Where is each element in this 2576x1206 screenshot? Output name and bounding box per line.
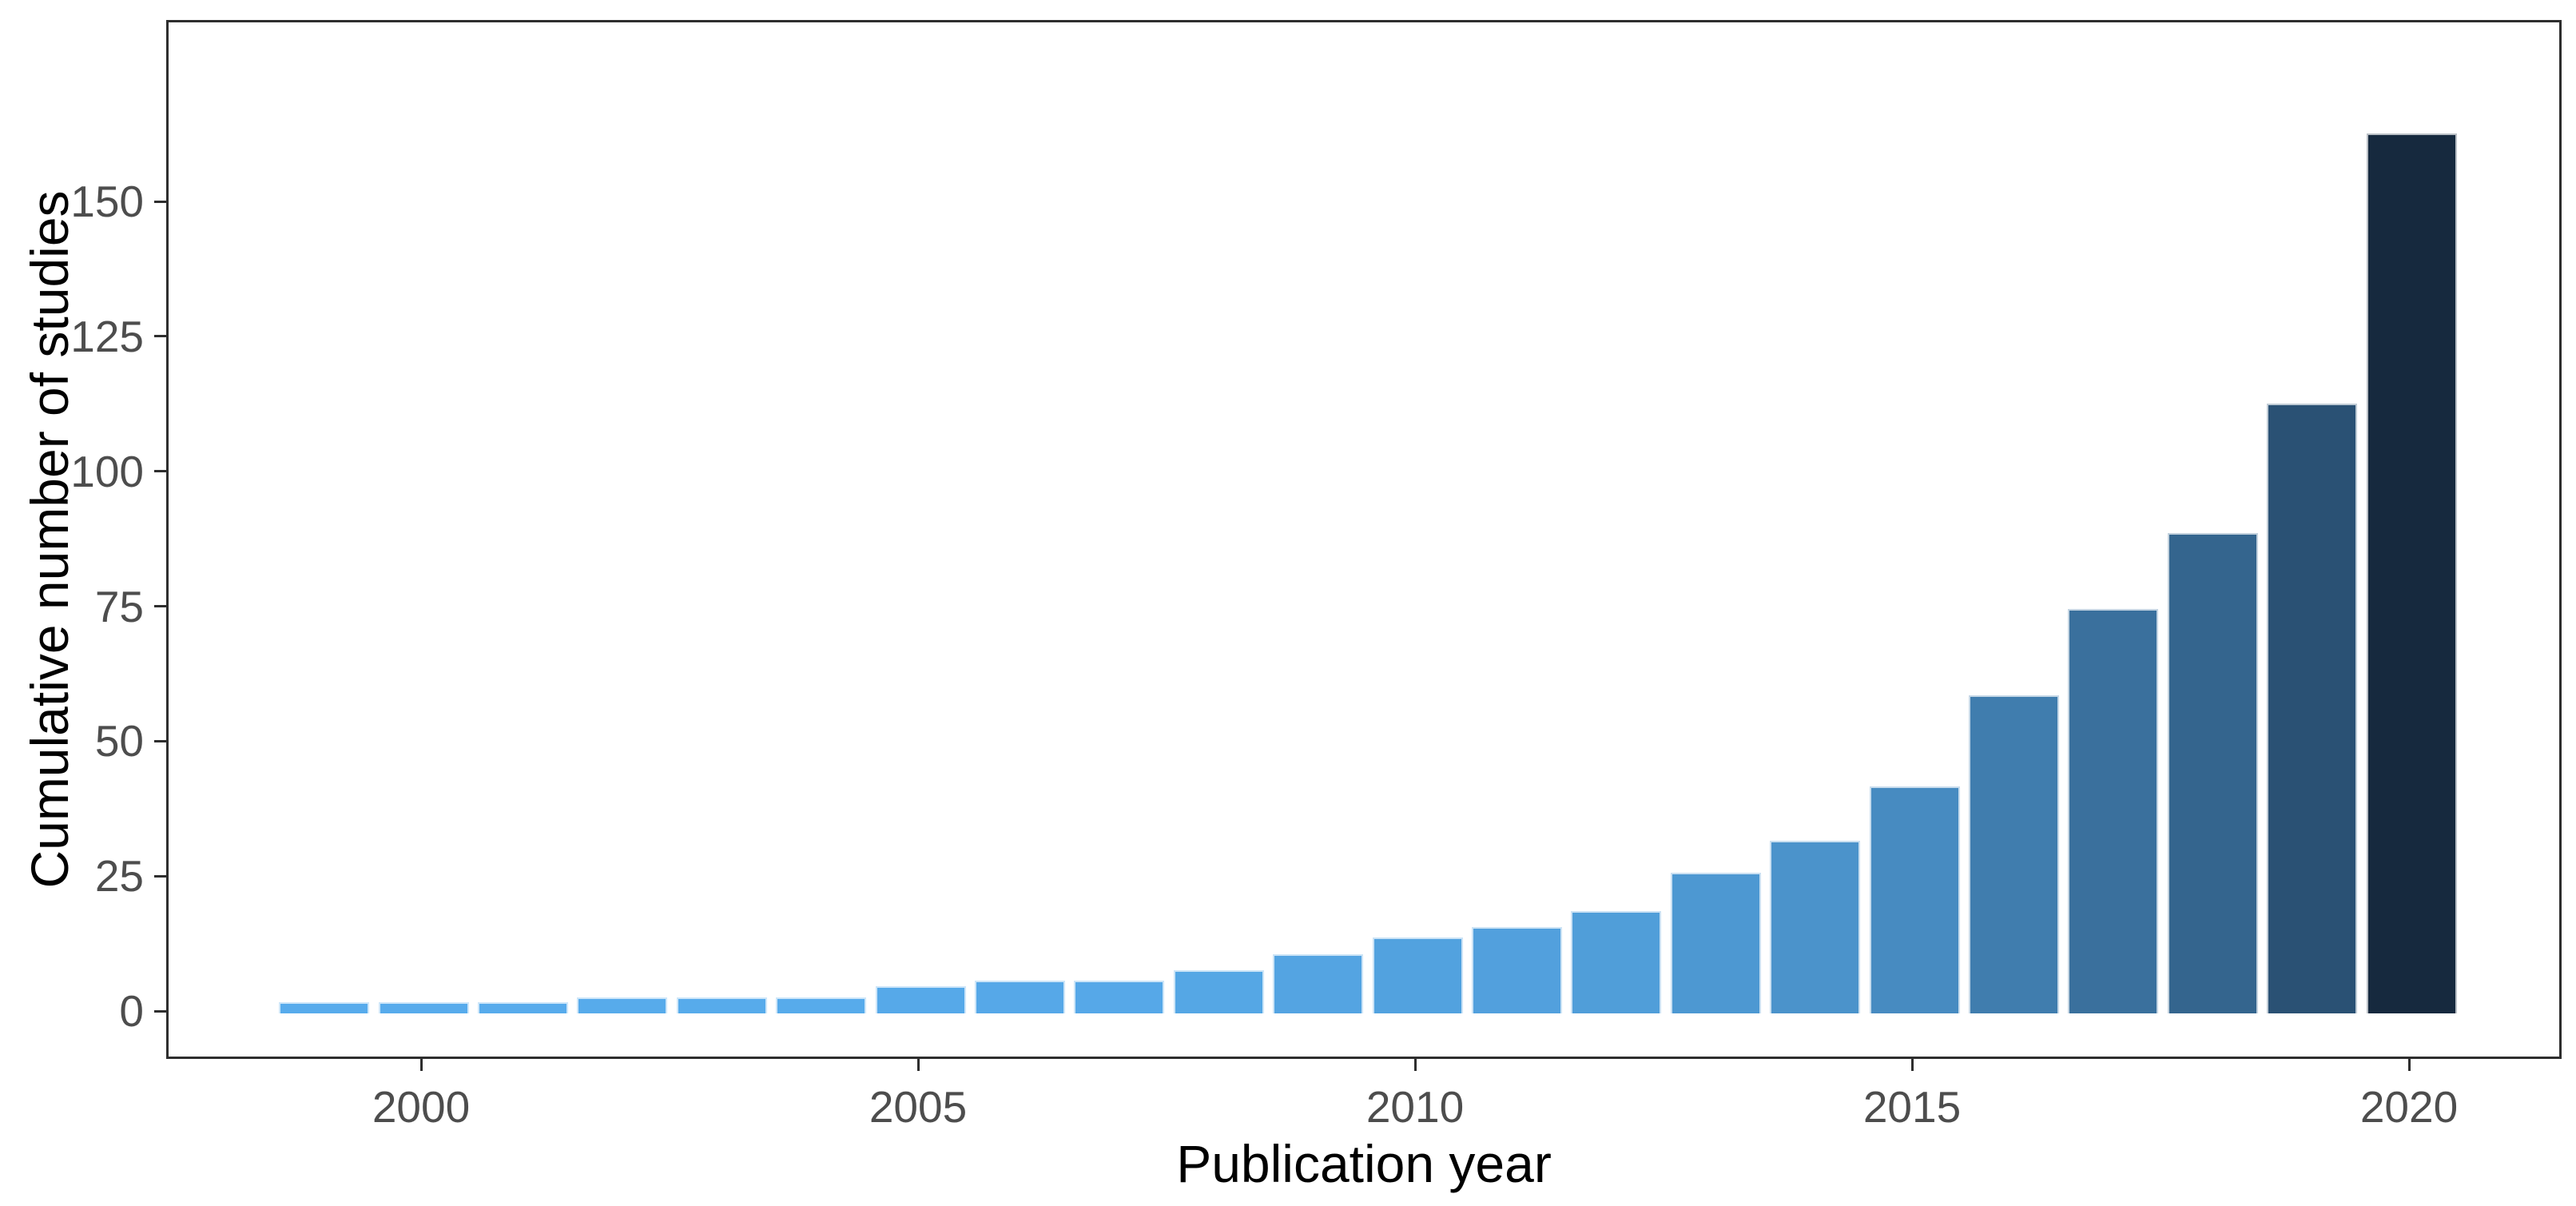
bar-2002 (577, 997, 668, 1013)
x-axis-title: Publication year (1176, 1134, 1552, 1193)
y-tick-mark-0 (154, 1009, 166, 1013)
y-tick-mark-75 (154, 605, 166, 607)
y-tick-label-25: 25 (94, 851, 144, 902)
y-tick-label-100: 100 (70, 446, 144, 496)
bar-2005 (875, 986, 966, 1013)
bar-2012 (1571, 910, 1662, 1013)
y-tick-label-150: 150 (70, 177, 144, 226)
bar-2010 (1372, 937, 1463, 1013)
y-tick-mark-125 (154, 335, 166, 338)
bar-2014 (1770, 840, 1861, 1013)
bar-2017 (2068, 608, 2159, 1013)
x-tick-mark-2005 (916, 1059, 920, 1071)
y-tick-mark-50 (154, 739, 166, 742)
x-tick-mark-2015 (1910, 1059, 1914, 1071)
bar-2006 (974, 981, 1065, 1013)
y-tick-label-75: 75 (94, 581, 144, 631)
bar-2020 (2366, 133, 2457, 1013)
bar-2016 (1968, 695, 2059, 1013)
y-tick-label-125: 125 (70, 311, 144, 361)
y-tick-label-50: 50 (94, 716, 144, 766)
bar-2009 (1273, 953, 1364, 1013)
bar-2000 (378, 1002, 469, 1013)
y-tick-mark-100 (154, 470, 166, 473)
x-tick-label-2020: 2020 (2359, 1082, 2459, 1132)
bar-2011 (1471, 926, 1562, 1013)
y-tick-mark-150 (154, 200, 166, 203)
bar-2003 (676, 997, 767, 1013)
y-tick-mark-25 (154, 874, 166, 878)
bar-2018 (2167, 532, 2258, 1013)
x-tick-mark-2010 (1413, 1059, 1417, 1071)
x-tick-mark-2000 (419, 1059, 423, 1071)
x-tick-label-2010: 2010 (1366, 1082, 1465, 1132)
x-tick-label-2015: 2015 (1862, 1082, 1962, 1132)
x-tick-label-2000: 2000 (372, 1082, 471, 1132)
y-axis-title: Cumulative number of studies (20, 190, 79, 889)
bar-2019 (2267, 403, 2358, 1013)
bar-1999 (279, 1002, 370, 1013)
bar-2004 (776, 997, 867, 1013)
bar-2015 (1869, 786, 1960, 1013)
plot-panel (166, 20, 2562, 1059)
y-tick-label-0: 0 (119, 986, 144, 1036)
bar-2001 (477, 1002, 568, 1013)
bar-2008 (1173, 969, 1264, 1013)
x-tick-label-2005: 2005 (869, 1082, 968, 1132)
x-tick-mark-2020 (2407, 1059, 2411, 1071)
bar-2013 (1670, 873, 1761, 1013)
bar-2007 (1074, 981, 1165, 1013)
